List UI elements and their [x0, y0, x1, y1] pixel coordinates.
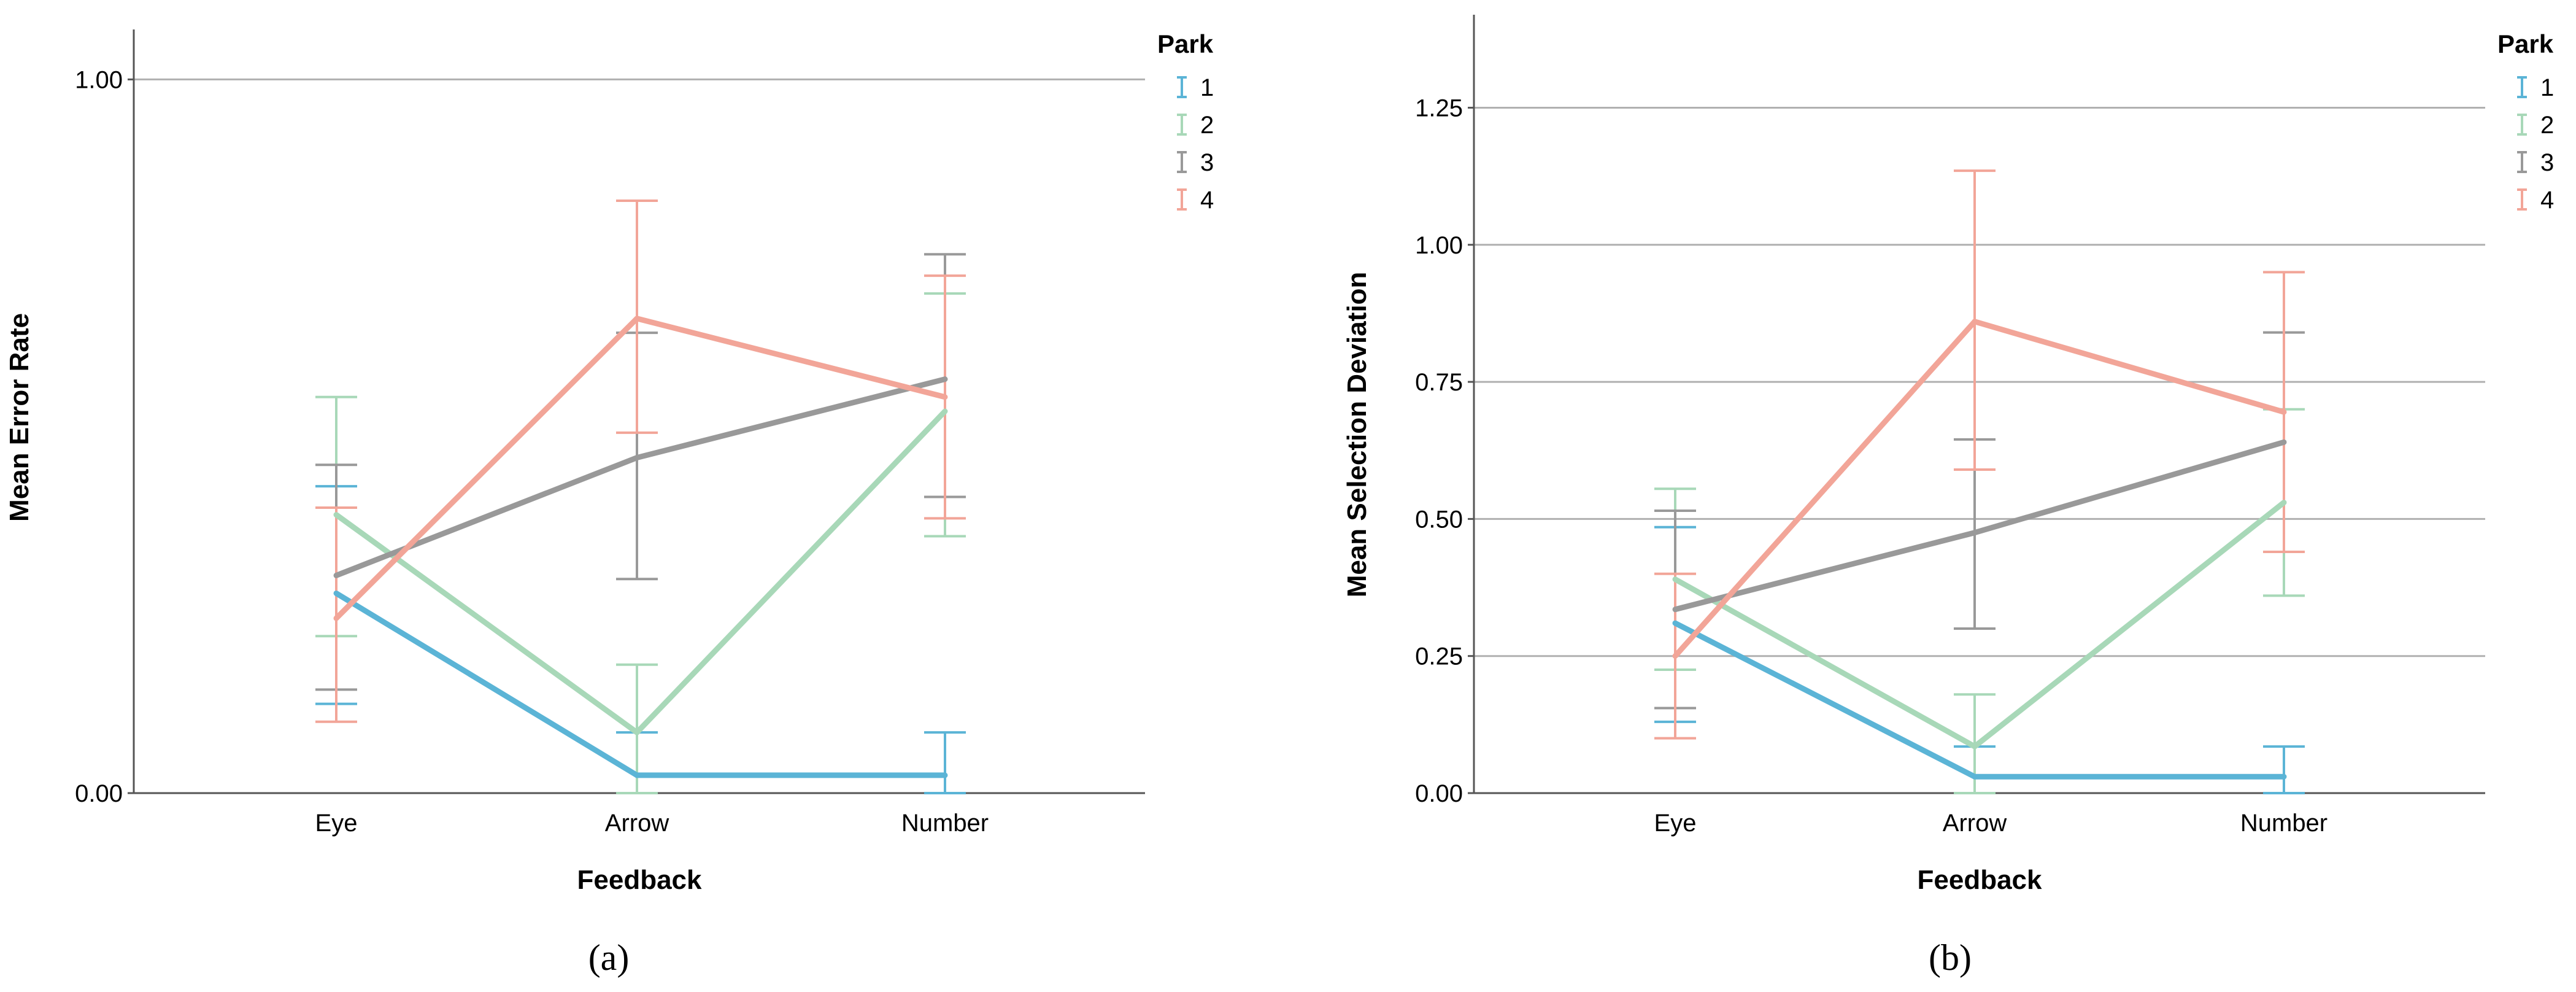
data-point	[1672, 576, 1678, 583]
data-point	[1672, 606, 1678, 613]
legend-label: 2	[2540, 112, 2554, 139]
legend-title: Park	[2497, 29, 2554, 58]
data-point	[634, 316, 640, 322]
legend-label: 3	[1200, 149, 1214, 176]
data-point	[942, 408, 948, 414]
data-point	[1972, 530, 1978, 536]
y-tick-label: 0.00	[75, 780, 123, 807]
x-tick-label: Eye	[315, 810, 358, 837]
series-3-line	[335, 376, 946, 578]
data-point	[333, 512, 339, 518]
data-point	[2281, 773, 2287, 780]
legend-label: 1	[1200, 74, 1214, 101]
legend-label: 4	[2540, 187, 2554, 214]
data-point	[2281, 409, 2287, 415]
data-point	[2281, 439, 2287, 445]
legend-item-2: 2	[2517, 112, 2554, 139]
data-point	[333, 615, 339, 621]
y-tick-label: 1.00	[75, 66, 123, 93]
series-4-errorbars	[1654, 169, 2305, 740]
y-tick-label: 0.75	[1415, 369, 1463, 396]
data-point	[333, 590, 339, 596]
y-tick-label: 1.25	[1415, 95, 1463, 122]
data-point	[634, 772, 640, 778]
series-4-errorbars	[315, 200, 966, 723]
series-4-line	[334, 316, 946, 621]
legend: Park 1 2 3 4	[1157, 29, 1214, 214]
data-point	[634, 455, 640, 461]
panel-label: (a)	[588, 937, 630, 978]
panel-label: (b)	[1929, 937, 1972, 978]
data-point	[942, 394, 948, 400]
data-point	[1972, 773, 1978, 780]
legend-item-2: 2	[1177, 112, 1214, 139]
x-axis-title: Feedback	[1918, 865, 2043, 895]
x-tick-label: Number	[2240, 810, 2327, 837]
x-tick-label: Eye	[1654, 810, 1697, 837]
legend-label: 2	[1200, 112, 1214, 139]
y-tick-label: 0.25	[1415, 643, 1463, 670]
y-axis-title: Mean Selection Deviation	[1342, 272, 1372, 598]
data-point	[942, 772, 948, 778]
data-point	[1672, 653, 1678, 659]
x-tick-label: Number	[901, 810, 989, 837]
data-point	[634, 729, 640, 735]
legend-item-1: 1	[2517, 74, 2554, 101]
legend-item-1: 1	[1177, 74, 1214, 101]
legend-item-4: 4	[1177, 187, 1214, 214]
data-point	[1972, 319, 1978, 325]
data-point	[2281, 500, 2287, 506]
legend-item-4: 4	[2517, 187, 2554, 214]
y-tick-label: 1.00	[1415, 232, 1463, 259]
chart-panel-a: 0.00 1.00 Eye Arrow Number Feedback Mean Error…	[4, 29, 1214, 978]
data-point	[333, 572, 339, 578]
series-2-line	[1673, 500, 2286, 750]
legend-item-3: 3	[2517, 149, 2554, 176]
y-tick-label: 0.00	[1415, 780, 1463, 807]
data-point	[1972, 743, 1978, 750]
series-4-line	[1673, 319, 2285, 658]
y-axis-title: Mean Error Rate	[4, 313, 34, 522]
y-tick-label: 0.50	[1415, 506, 1463, 533]
legend: Park 1 2 3 4	[2497, 29, 2554, 214]
legend-label: 3	[2540, 149, 2554, 176]
x-tick-label: Arrow	[1943, 810, 2007, 837]
x-tick-label: Arrow	[605, 810, 669, 837]
series-1-line	[1673, 621, 2284, 780]
legend-title: Park	[1157, 29, 1214, 58]
x-axis-title: Feedback	[577, 865, 703, 895]
legend-label: 1	[2540, 74, 2554, 101]
series-1-line	[334, 591, 945, 778]
legend-item-3: 3	[1177, 149, 1214, 176]
data-point	[942, 376, 948, 382]
legend-label: 4	[1200, 187, 1214, 214]
chart-panel-b: 0.00 0.25 0.50 0.75 1.00 1.25 Eye Arrow Number Fe…	[1342, 15, 2554, 978]
series-3-line	[1674, 440, 2285, 613]
data-point	[1672, 620, 1678, 626]
